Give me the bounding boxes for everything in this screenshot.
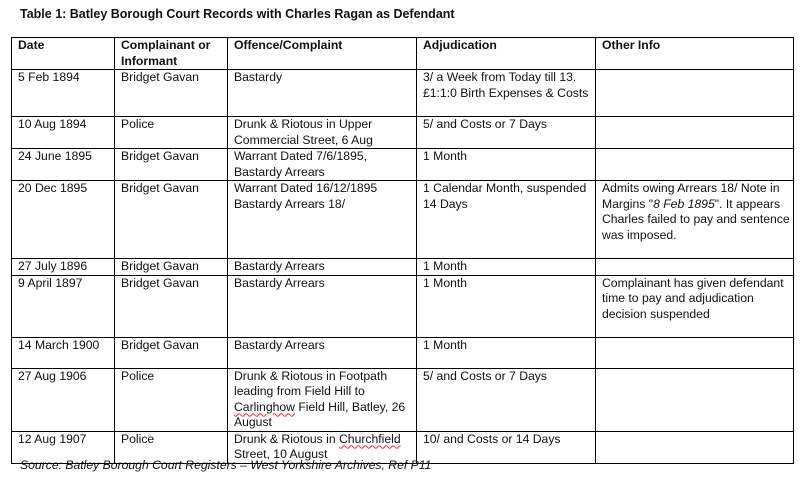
cell-offence: Warrant Dated 7/6/1895, Bastardy Arrears xyxy=(227,148,417,181)
cell-other xyxy=(595,69,794,117)
cell-date: 10 Aug 1894 xyxy=(11,116,115,149)
cell-offence: Bastardy Arrears xyxy=(227,274,417,338)
cell-adjudication: 1 Month xyxy=(416,274,596,338)
cell-other: Admits owing Arrears 18/ Note in Margins… xyxy=(595,180,794,259)
cell-complainant: Bridget Gavan xyxy=(114,180,228,259)
header-offence: Offence/Complaint xyxy=(227,37,417,70)
table-title: Table 1: Batley Borough Court Records wi… xyxy=(20,7,455,21)
cell-adjudication: 10/ and Costs or 14 Days xyxy=(416,430,596,464)
cell-adjudication: 3/ a Week from Today till 13. £1:1:0 Bir… xyxy=(416,69,596,117)
source-note: Source: Batley Borough Court Registers –… xyxy=(20,458,432,472)
cell-date: 24 June 1895 xyxy=(11,148,115,181)
cell-adjudication: 1 Calendar Month, suspended 14 Days xyxy=(416,180,596,259)
cell-other xyxy=(595,336,794,369)
table-row: 27 July 1896 Bridget Gavan Bastardy Arre… xyxy=(11,258,794,276)
cell-offence: Bastardy Arrears xyxy=(227,336,417,369)
cell-adjudication: 5/ and Costs or 7 Days xyxy=(416,367,596,432)
header-date: Date xyxy=(11,37,115,70)
offence-text: Drunk & Riotous in Footpath leading from… xyxy=(234,368,388,398)
header-adjudication: Adjudication xyxy=(416,37,596,70)
table-row: 10 Aug 1894 Police Drunk & Riotous in Up… xyxy=(11,116,794,149)
table-row: 27 Aug 1906 Police Drunk & Riotous in Fo… xyxy=(11,367,794,432)
cell-date: 12 Aug 1907 xyxy=(11,430,115,464)
cell-date: 20 Dec 1895 xyxy=(11,180,115,259)
cell-other: Complainant has given defendant time to … xyxy=(595,274,794,338)
table-row: 9 April 1897 Bridget Gavan Bastardy Arre… xyxy=(11,274,794,338)
header-other-info: Other Info xyxy=(595,37,794,70)
cell-complainant: Bridget Gavan xyxy=(114,148,228,181)
spellcheck-word: Churchfield xyxy=(339,431,401,446)
cell-date: 5 Feb 1894 xyxy=(11,69,115,117)
cell-adjudication: 1 Month xyxy=(416,336,596,369)
cell-offence: Bastardy Arrears xyxy=(227,258,417,276)
table-row: 12 Aug 1907 Police Drunk & Riotous in Ch… xyxy=(11,430,794,464)
cell-complainant: Bridget Gavan xyxy=(114,258,228,276)
header-complainant: Complainant or Informant xyxy=(114,37,228,70)
offence-text: Street, 10 August xyxy=(234,447,328,461)
cell-date: 9 April 1897 xyxy=(11,274,115,338)
cell-offence: Bastardy xyxy=(227,69,417,117)
cell-complainant: Police xyxy=(114,116,228,149)
cell-offence: Drunk & Riotous in Upper Commercial Stre… xyxy=(227,116,417,149)
other-text: ". It appears Charles failed to pay and … xyxy=(602,196,790,242)
cell-other xyxy=(595,148,794,181)
cell-date: 14 March 1900 xyxy=(11,336,115,369)
cell-adjudication: 1 Month xyxy=(416,258,596,276)
cell-complainant: Bridget Gavan xyxy=(114,69,228,117)
margin-note-date: 8 Feb 1895 xyxy=(653,196,715,211)
spellcheck-word: Carlinghow xyxy=(234,399,295,414)
cell-adjudication: 1 Month xyxy=(416,148,596,181)
table-row: 14 March 1900 Bridget Gavan Bastardy Arr… xyxy=(11,336,794,369)
cell-offence: Drunk & Riotous in Churchfield Street, 1… xyxy=(227,430,417,464)
table-header-row: Date Complainant or Informant Offence/Co… xyxy=(11,37,794,70)
cell-date: 27 July 1896 xyxy=(11,258,115,276)
cell-other xyxy=(595,430,794,464)
cell-adjudication: 5/ and Costs or 7 Days xyxy=(416,116,596,149)
cell-complainant: Police xyxy=(114,430,228,464)
other-text: Admits owing Arrears 18/ Note in Margins… xyxy=(602,181,780,211)
cell-other xyxy=(595,258,794,276)
court-records-table: Date Complainant or Informant Offence/Co… xyxy=(11,37,794,464)
offence-text: Field Hill, Batley, 26 August xyxy=(234,399,406,430)
cell-complainant: Bridget Gavan xyxy=(114,336,228,369)
cell-complainant: Police xyxy=(114,367,228,432)
cell-complainant: Bridget Gavan xyxy=(114,274,228,338)
cell-date: 27 Aug 1906 xyxy=(11,367,115,432)
cell-offence: Drunk & Riotous in Footpath leading from… xyxy=(227,367,417,432)
cell-other xyxy=(595,116,794,149)
cell-other xyxy=(595,367,794,432)
offence-text: Drunk & Riotous in xyxy=(234,431,339,446)
table-row: 5 Feb 1894 Bridget Gavan Bastardy 3/ a W… xyxy=(11,69,794,117)
cell-offence: Warrant Dated 16/12/1895 Bastardy Arrear… xyxy=(227,180,417,259)
table-row: 24 June 1895 Bridget Gavan Warrant Dated… xyxy=(11,148,794,181)
table-row: 20 Dec 1895 Bridget Gavan Warrant Dated … xyxy=(11,180,794,259)
